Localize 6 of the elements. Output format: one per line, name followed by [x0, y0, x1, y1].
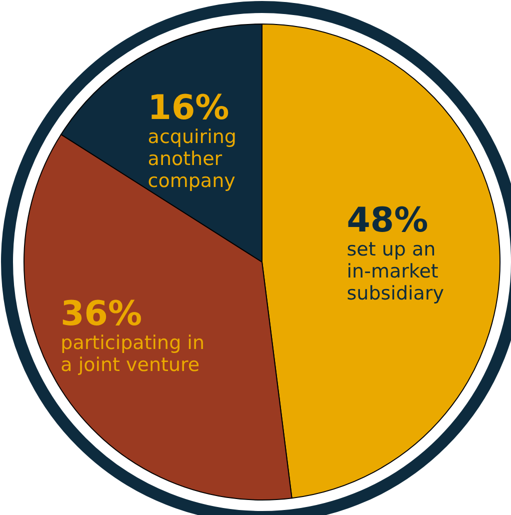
slice-label: set up an in-market subsidiary: [346, 238, 444, 304]
slice-label: participating in a joint venture: [60, 332, 205, 376]
slice-label: acquiring another company: [148, 126, 236, 192]
data-label: 36%: [60, 294, 142, 334]
data-label: 48%: [346, 200, 428, 240]
data-label: 16%: [148, 88, 230, 128]
